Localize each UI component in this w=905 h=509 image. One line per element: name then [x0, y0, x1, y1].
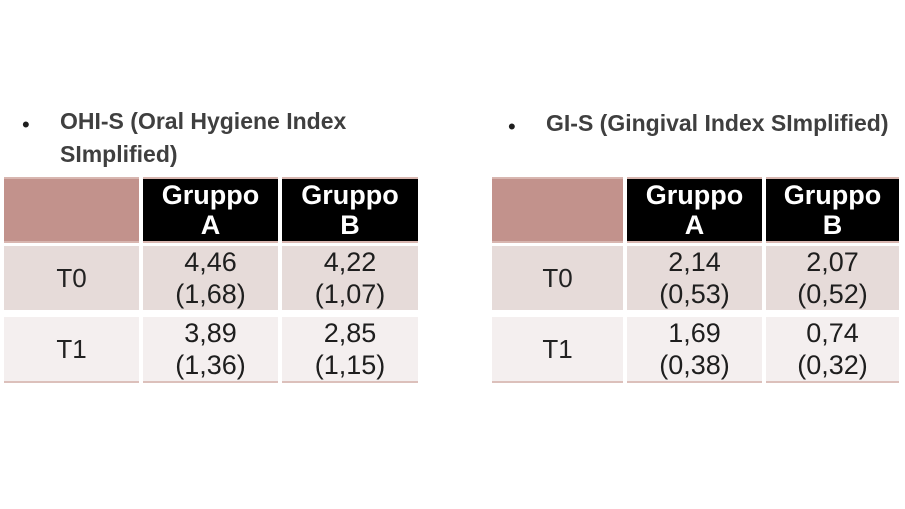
- col-header-line1: Gruppo: [301, 180, 399, 210]
- col-header-line2: A: [684, 210, 705, 240]
- cell-sd: (0,32): [797, 350, 868, 380]
- cell-value: 0,74: [806, 318, 859, 348]
- col-header-line2: B: [822, 210, 843, 240]
- cell-sd: (1,68): [175, 279, 246, 309]
- ohis-col-header-gruppo-a: Gruppo A: [143, 177, 278, 243]
- cell-value: 1,69: [668, 318, 721, 348]
- col-header-line1: Gruppo: [783, 180, 882, 210]
- ohis-t0-gruppo-a-cell: 4,46 (1,68): [143, 246, 278, 314]
- col-header-line1: Gruppo: [161, 180, 260, 210]
- cell-sd: (0,38): [659, 350, 730, 380]
- table-row: T1 1,69 (0,38) 0,74 (0,32): [492, 317, 899, 383]
- ohis-corner-cell: [4, 177, 139, 243]
- col-header-line2: B: [340, 210, 360, 240]
- ohis-table: Gruppo A Gruppo B T0 4,46 (1,68) 4,22 (1…: [0, 174, 422, 386]
- cell-value: 4,46: [184, 247, 237, 277]
- gis-t0-gruppo-b-cell: 2,07 (0,52): [766, 246, 899, 314]
- gis-t1-gruppo-a-cell: 1,69 (0,38): [627, 317, 762, 383]
- cell-sd: (1,36): [175, 350, 246, 380]
- cell-value: 2,07: [806, 247, 859, 277]
- gis-row-label-t1: T1: [492, 317, 623, 383]
- bullet-icon: •: [508, 114, 516, 139]
- col-header-line1: Gruppo: [645, 180, 744, 210]
- gis-heading: GI-S (Gingival Index SImplified): [546, 110, 889, 136]
- col-header-line2: A: [200, 210, 221, 240]
- table-row: T0 2,14 (0,53) 2,07 (0,52): [492, 246, 899, 314]
- cell-value: 4,22: [323, 247, 377, 277]
- ohis-col-header-gruppo-b: Gruppo B: [282, 177, 418, 243]
- cell-value: 3,89: [184, 318, 237, 348]
- gis-t0-gruppo-a-cell: 2,14 (0,53): [627, 246, 762, 314]
- gis-t1-gruppo-b-cell: 0,74 (0,32): [766, 317, 899, 383]
- gis-row-label-t0: T0: [492, 246, 623, 314]
- cell-value: 2,14: [668, 247, 721, 277]
- table-row: T0 4,46 (1,68) 4,22 (1,07): [4, 246, 418, 314]
- ohis-header-row: Gruppo A Gruppo B: [4, 177, 418, 243]
- bullet-icon: •: [22, 112, 30, 137]
- gis-header-row: Gruppo A Gruppo B: [492, 177, 899, 243]
- table-row: T1 3,89 (1,36) 2,85 (1,15): [4, 317, 418, 383]
- ohis-heading-line1: OHI-S (Oral Hygiene Index: [60, 108, 347, 134]
- gis-corner-cell: [492, 177, 623, 243]
- ohis-heading-line2: SImplified): [60, 141, 178, 167]
- ohis-t1-gruppo-b-cell: 2,85 (1,15): [282, 317, 418, 383]
- ohis-heading: OHI-S (Oral Hygiene Index SImplified): [60, 105, 346, 171]
- cell-sd: (1,15): [314, 350, 386, 380]
- cell-sd: (0,52): [797, 279, 868, 309]
- gis-col-header-gruppo-a: Gruppo A: [627, 177, 762, 243]
- cell-sd: (0,53): [659, 279, 730, 309]
- gis-table: Gruppo A Gruppo B T0 2,14 (0,53) 2,07 (0…: [488, 174, 903, 386]
- gis-col-header-gruppo-b: Gruppo B: [766, 177, 899, 243]
- cell-sd: (1,07): [314, 279, 386, 309]
- ohis-t1-gruppo-a-cell: 3,89 (1,36): [143, 317, 278, 383]
- ohis-t0-gruppo-b-cell: 4,22 (1,07): [282, 246, 418, 314]
- cell-value: 2,85: [323, 318, 377, 348]
- ohis-row-label-t1: T1: [4, 317, 139, 383]
- ohis-row-label-t0: T0: [4, 246, 139, 314]
